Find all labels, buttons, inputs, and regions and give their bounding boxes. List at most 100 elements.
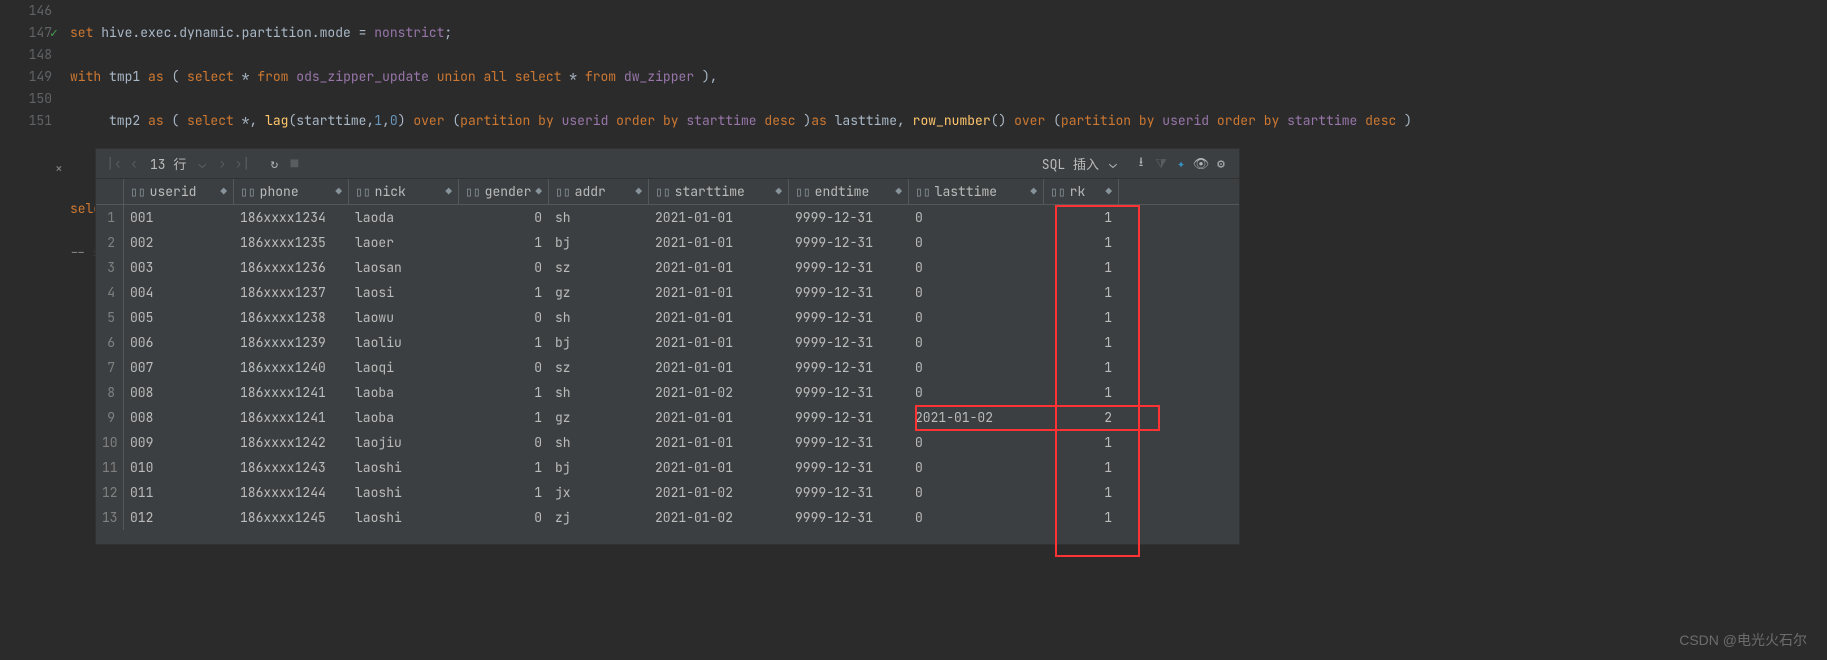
cell-lasttime[interactable]: 0 [909,305,1044,330]
cell-userid[interactable]: 008 [124,405,234,430]
cell-gender[interactable]: 1 [459,380,549,405]
column-header-phone[interactable]: ▯▯phone◆ [234,179,349,205]
cell-lasttime[interactable]: 0 [909,430,1044,455]
cell-rk[interactable]: 1 [1044,505,1119,530]
cell-addr[interactable]: bj [549,330,649,355]
cell-starttime[interactable]: 2021-01-01 [649,255,789,280]
cell-rk[interactable]: 1 [1044,330,1119,355]
cell-starttime[interactable]: 2021-01-01 [649,230,789,255]
cell-lasttime[interactable]: 0 [909,330,1044,355]
column-header-userid[interactable]: ▯▯userid◆ [124,179,234,205]
cell-rk[interactable]: 1 [1044,480,1119,505]
chevron-down-icon[interactable]: ⌄ [1103,149,1123,179]
cell-gender[interactable]: 0 [459,305,549,330]
cell-starttime[interactable]: 2021-01-02 [649,380,789,405]
cell-nick[interactable]: laoshi [349,455,459,480]
cell-endtime[interactable]: 9999-12-31 [789,430,909,455]
cell-addr[interactable]: zj [549,505,649,530]
cell-gender[interactable]: 1 [459,405,549,430]
cell-rk[interactable]: 2 [1044,405,1119,430]
cell-nick[interactable]: laoda [349,205,459,230]
column-header-gender[interactable]: ▯▯gender◆ [459,179,549,205]
cell-nick[interactable]: laoba [349,405,459,430]
cell-lasttime[interactable]: 0 [909,355,1044,380]
cell-phone[interactable]: 186xxxx1241 [234,405,349,430]
cell-phone[interactable]: 186xxxx1237 [234,280,349,305]
cell-phone[interactable]: 186xxxx1238 [234,305,349,330]
table-row[interactable]: 1001186xxxx1234laoda0sh2021-01-019999-12… [96,205,1239,230]
sort-icon[interactable]: ◆ [535,185,542,199]
cell-lasttime[interactable]: 0 [909,505,1044,530]
cell-nick[interactable]: laosan [349,255,459,280]
refresh-icon[interactable]: ↻ [264,149,284,179]
table-row[interactable]: 9008186xxxx1241laoba1gz2021-01-019999-12… [96,405,1239,430]
cell-phone[interactable]: 186xxxx1244 [234,480,349,505]
cell-phone[interactable]: 186xxxx1245 [234,505,349,530]
table-row[interactable]: 11010186xxxx1243laoshi1bj2021-01-019999-… [96,455,1239,480]
cell-nick[interactable]: laoliu [349,330,459,355]
cell-endtime[interactable]: 9999-12-31 [789,330,909,355]
cell-phone[interactable]: 186xxxx1242 [234,430,349,455]
cell-lasttime[interactable]: 0 [909,255,1044,280]
cell-gender[interactable]: 0 [459,355,549,380]
first-page-icon[interactable]: |‹ [104,149,124,179]
sort-icon[interactable]: ◆ [1105,185,1112,199]
cell-nick[interactable]: laowu [349,305,459,330]
cell-userid[interactable]: 011 [124,480,234,505]
column-header-lasttime[interactable]: ▯▯lasttime◆ [909,179,1044,205]
table-row[interactable]: 6006186xxxx1239laoliu1bj2021-01-019999-1… [96,330,1239,355]
table-row[interactable]: 7007186xxxx1240laoqi0sz2021-01-019999-12… [96,355,1239,380]
cell-nick[interactable]: laoer [349,230,459,255]
cell-phone[interactable]: 186xxxx1236 [234,255,349,280]
cell-userid[interactable]: 006 [124,330,234,355]
cell-gender[interactable]: 0 [459,255,549,280]
sort-icon[interactable]: ◆ [220,185,227,199]
cell-gender[interactable]: 0 [459,505,549,530]
table-row[interactable]: 10009186xxxx1242laojiu0sh2021-01-019999-… [96,430,1239,455]
cell-userid[interactable]: 001 [124,205,234,230]
sort-icon[interactable]: ◆ [895,185,902,199]
cell-phone[interactable]: 186xxxx1243 [234,455,349,480]
cell-starttime[interactable]: 2021-01-01 [649,355,789,380]
cell-endtime[interactable]: 9999-12-31 [789,280,909,305]
cell-userid[interactable]: 003 [124,255,234,280]
sort-icon[interactable]: ◆ [635,185,642,199]
cell-endtime[interactable]: 9999-12-31 [789,255,909,280]
cell-endtime[interactable]: 9999-12-31 [789,505,909,530]
cell-nick[interactable]: laoqi [349,355,459,380]
cell-endtime[interactable]: 9999-12-31 [789,455,909,480]
cell-gender[interactable]: 1 [459,455,549,480]
column-header-endtime[interactable]: ▯▯endtime◆ [789,179,909,205]
table-row[interactable]: 2002186xxxx1235laoer1bj2021-01-019999-12… [96,230,1239,255]
next-page-icon[interactable]: › [212,149,232,179]
cell-phone[interactable]: 186xxxx1239 [234,330,349,355]
cell-addr[interactable]: sz [549,255,649,280]
cell-nick[interactable]: laosi [349,280,459,305]
cell-starttime[interactable]: 2021-01-01 [649,205,789,230]
cell-lasttime[interactable]: 0 [909,205,1044,230]
cell-phone[interactable]: 186xxxx1235 [234,230,349,255]
cell-gender[interactable]: 1 [459,230,549,255]
sort-icon[interactable]: ◆ [445,185,452,199]
cell-userid[interactable]: 002 [124,230,234,255]
eye-icon[interactable]: 👁 [1191,149,1211,179]
sort-icon[interactable]: ◆ [335,185,342,199]
cell-userid[interactable]: 012 [124,505,234,530]
cell-rk[interactable]: 1 [1044,305,1119,330]
cell-starttime[interactable]: 2021-01-01 [649,405,789,430]
table-row[interactable]: 4004186xxxx1237laosi1gz2021-01-019999-12… [96,280,1239,305]
cell-gender[interactable]: 0 [459,205,549,230]
cell-starttime[interactable]: 2021-01-02 [649,480,789,505]
cell-addr[interactable]: sz [549,355,649,380]
table-row[interactable]: 8008186xxxx1241laoba1sh2021-01-029999-12… [96,380,1239,405]
table-row[interactable]: 3003186xxxx1236laosan0sz2021-01-019999-1… [96,255,1239,280]
cell-lasttime[interactable]: 0 [909,480,1044,505]
column-header-rk[interactable]: ▯▯rk◆ [1044,179,1119,205]
cell-endtime[interactable]: 9999-12-31 [789,355,909,380]
cell-addr[interactable]: sh [549,380,649,405]
cell-rk[interactable]: 1 [1044,430,1119,455]
cell-endtime[interactable]: 9999-12-31 [789,230,909,255]
cell-lasttime[interactable]: 0 [909,230,1044,255]
cell-userid[interactable]: 009 [124,430,234,455]
prev-page-icon[interactable]: ‹ [124,149,144,179]
